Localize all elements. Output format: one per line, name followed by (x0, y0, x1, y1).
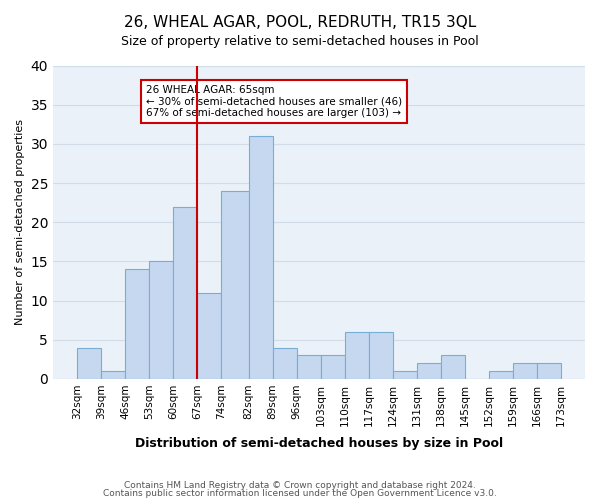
Bar (197, 292, 221, 379)
X-axis label: Distribution of semi-detached houses by size in Pool: Distribution of semi-detached houses by … (135, 437, 503, 450)
Bar (149, 262, 173, 379)
Bar (417, 363, 441, 379)
Text: Size of property relative to semi-detached houses in Pool: Size of property relative to semi-detach… (121, 35, 479, 48)
Bar (345, 332, 369, 379)
Bar (513, 363, 537, 379)
Text: Contains public sector information licensed under the Open Government Licence v3: Contains public sector information licen… (103, 488, 497, 498)
Bar (221, 191, 249, 379)
Bar (173, 206, 197, 379)
Bar (249, 136, 273, 379)
Text: Contains HM Land Registry data © Crown copyright and database right 2024.: Contains HM Land Registry data © Crown c… (124, 481, 476, 490)
Bar (537, 363, 561, 379)
Bar (273, 348, 297, 379)
Bar (101, 371, 125, 379)
Y-axis label: Number of semi-detached properties: Number of semi-detached properties (15, 119, 25, 325)
Bar (77, 348, 101, 379)
Bar (125, 269, 149, 379)
Bar (369, 332, 393, 379)
Text: 26, WHEAL AGAR, POOL, REDRUTH, TR15 3QL: 26, WHEAL AGAR, POOL, REDRUTH, TR15 3QL (124, 15, 476, 30)
Bar (489, 371, 513, 379)
Bar (393, 371, 417, 379)
Bar (321, 356, 345, 379)
Bar (297, 356, 321, 379)
Text: 26 WHEAL AGAR: 65sqm
← 30% of semi-detached houses are smaller (46)
67% of semi-: 26 WHEAL AGAR: 65sqm ← 30% of semi-detac… (146, 85, 402, 118)
Bar (441, 356, 465, 379)
